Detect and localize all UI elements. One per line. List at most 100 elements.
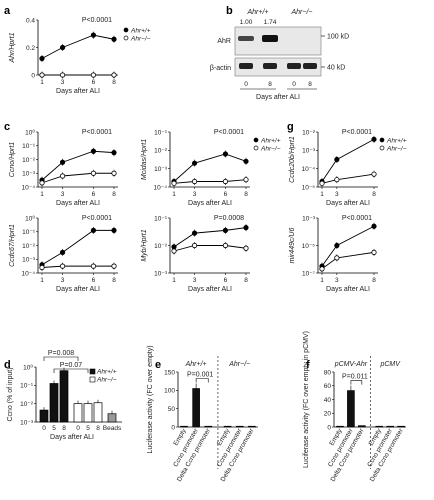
y-tick-label-f: 60	[324, 383, 332, 390]
y-tick-label-g1: 10⁻⁵	[302, 184, 316, 191]
y-tick-label-g2: 10⁻⁵	[302, 243, 316, 250]
stat-label-e: P=0.001	[187, 372, 213, 379]
lane-label: 8	[308, 81, 312, 88]
data-point-g1-0	[371, 136, 377, 142]
y-axis-label-d: Ccno (% of input)	[7, 367, 14, 421]
data-point-g1-1	[334, 177, 340, 183]
x-tick-label-a: 1	[40, 79, 44, 86]
data-point-c3-0	[111, 227, 117, 233]
y-tick-label-d: 10⁻³	[20, 419, 34, 426]
y-tick-label-a: 0.2	[26, 45, 35, 52]
legend-label-d: Ahr+/+	[96, 369, 117, 376]
legend-label-d: Ahr−/−	[96, 377, 117, 384]
y-axis-label-c1: Ccno/Hprt1	[9, 142, 16, 178]
bar-e-3	[223, 425, 232, 428]
bar-f-1	[347, 390, 355, 428]
data-point-c2-1	[243, 177, 249, 183]
data-point-c3-1	[111, 263, 117, 269]
x-tick-label-a: 8	[112, 79, 116, 86]
x-tick-label-d: 5	[52, 425, 56, 432]
series-line-c1-0	[41, 150, 115, 181]
stat-label-g1: P<0.0001	[342, 129, 372, 136]
x-tick-label-c4: 6	[224, 277, 228, 284]
legend-label-c2: Ahr+/+	[260, 137, 281, 144]
band-quant-label: 1.00	[240, 19, 253, 26]
stat-label-c4: P=0.0008	[214, 215, 244, 222]
y-tick-label-d: 10⁻²	[20, 401, 34, 408]
x-axis-label-c4: Days after ALI	[188, 286, 232, 293]
bar-d-3	[73, 403, 83, 423]
blot-x-label: Days after ALI	[256, 94, 300, 101]
series-line-c1-1	[41, 172, 114, 184]
stat-label-c1: P<0.0001	[82, 129, 112, 136]
y-axis-label-e: Luciferase activity (FC over empty)	[147, 345, 154, 453]
x-tick-label-c4: 1	[172, 277, 176, 284]
y-tick-label-e: 100	[164, 388, 175, 395]
blot-band-actin	[287, 63, 301, 69]
x-tick-label-c1: 1	[40, 191, 44, 198]
stat-label-c2: P<0.0001	[214, 129, 244, 136]
data-point-g2-1	[334, 255, 340, 261]
panel-letter-d: d	[4, 359, 11, 371]
stat-label-a: P<0.0001	[82, 17, 112, 24]
y-axis-label-g1: Ccdc20b/Hprt1	[289, 136, 296, 183]
series-line-c4-1	[173, 245, 247, 252]
y-tick-label-g1: 10⁻³	[302, 148, 316, 155]
x-tick-label-c2: 1	[172, 191, 176, 198]
x-tick-label-a: 3	[61, 79, 65, 86]
bar-e-5	[248, 425, 256, 428]
bar-e-2	[204, 425, 213, 428]
data-point-c4-1	[243, 245, 249, 251]
lane-label: 0	[292, 81, 296, 88]
group-title-e: Ahr+/+	[185, 361, 207, 368]
bar-d-0	[39, 409, 49, 423]
series-line-c2-1	[173, 179, 247, 184]
data-point-c4-0	[243, 225, 249, 231]
bar-d-2	[59, 370, 69, 423]
data-point-c4-0	[222, 227, 229, 233]
panel-letter-c: c	[4, 121, 10, 133]
y-tick-label-f: 80	[324, 369, 332, 376]
y-axis-label-f: Luciferase activity (FC over empty in pC…	[303, 331, 310, 468]
data-point-a-0	[59, 44, 66, 51]
y-tick-label-c2: 10⁻²	[154, 148, 168, 155]
data-point-a-1	[39, 72, 45, 78]
stat-label-d: P=0.008	[48, 350, 74, 357]
x-tick-label-g1: 1	[320, 191, 324, 198]
x-tick-label-c4: 8	[244, 277, 248, 284]
y-axis-label-a: Ahr/Hprt1	[9, 32, 16, 63]
blot-band-ahr	[238, 36, 254, 41]
data-point-g1-1	[319, 180, 325, 186]
x-axis-label-c1: Days after ALI	[56, 200, 100, 207]
y-tick-label-e: 0	[171, 424, 175, 431]
legend-swatch-d	[89, 376, 96, 383]
x-tick-label-g2: 1	[320, 277, 324, 284]
x-tick-label-c3: 3	[61, 277, 65, 284]
stat-bracket-d	[53, 368, 89, 373]
data-point-c2-1	[171, 180, 177, 186]
data-point-c2-0	[243, 158, 249, 164]
bar-d-5	[93, 402, 103, 423]
chart-c1: 10⁻⁴ 10⁻³ 10⁻² 10⁻¹ 10⁰ 1 3 6 8 Days after ALI Ccn…	[9, 128, 118, 207]
y-tick-label-f: 40	[324, 397, 332, 404]
series-line-a-0	[41, 34, 115, 59]
y-tick-label-c1: 10⁰	[25, 128, 35, 136]
chart-c2: 10⁻⁴ 10⁻³ 10⁻² 10⁻¹ 1 3 6 8 Days after ALI Mcidas…	[141, 129, 250, 207]
data-point-c4-0	[191, 230, 198, 236]
data-point-c3-1	[59, 263, 66, 269]
y-tick-label-c3: 10⁻²	[22, 243, 36, 250]
x-tick-label-c4: 3	[193, 277, 197, 284]
data-point-c4-1	[222, 242, 229, 249]
legend-label-g1: Ahr+/+	[386, 137, 407, 144]
data-point-c1-0	[90, 148, 97, 154]
data-point-c1-1	[90, 170, 97, 176]
y-tick-label-c2: 10⁻³	[154, 166, 168, 173]
bar-d-6	[107, 413, 117, 423]
x-tick-label-d: 8	[62, 425, 66, 432]
y-axis-label-c2: Mcidas/Hprt1	[141, 139, 148, 180]
blot-band-actin	[303, 63, 317, 69]
x-tick-label-c3: 1	[40, 277, 44, 284]
legend-label-c2: Ahr−/−	[260, 145, 281, 152]
